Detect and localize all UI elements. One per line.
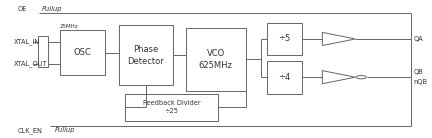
Text: CLK_EN: CLK_EN: [18, 127, 43, 134]
Text: VCO
625MHz: VCO 625MHz: [199, 49, 233, 70]
Text: ÷5: ÷5: [278, 34, 291, 43]
Bar: [38, 36, 48, 67]
Bar: [267, 61, 302, 94]
Bar: [186, 28, 246, 91]
Text: Phase
Detector: Phase Detector: [127, 45, 164, 66]
Bar: [125, 94, 218, 121]
Text: Pullup: Pullup: [54, 127, 75, 133]
Text: XTAL_OUT: XTAL_OUT: [13, 60, 48, 67]
Text: XTAL_IN: XTAL_IN: [13, 38, 40, 45]
Text: QA: QA: [413, 36, 423, 42]
Text: 25MHz: 25MHz: [60, 24, 79, 29]
Text: ÷4: ÷4: [278, 73, 291, 82]
Text: nQB: nQB: [413, 79, 428, 85]
Bar: [119, 25, 173, 85]
Text: Pullup: Pullup: [41, 6, 62, 12]
Bar: [267, 22, 302, 55]
Text: Feedback Divider
÷25: Feedback Divider ÷25: [143, 100, 200, 114]
Text: QB: QB: [413, 69, 423, 75]
Text: OSC: OSC: [74, 48, 92, 57]
Bar: [60, 30, 105, 75]
Text: OE: OE: [18, 6, 27, 12]
